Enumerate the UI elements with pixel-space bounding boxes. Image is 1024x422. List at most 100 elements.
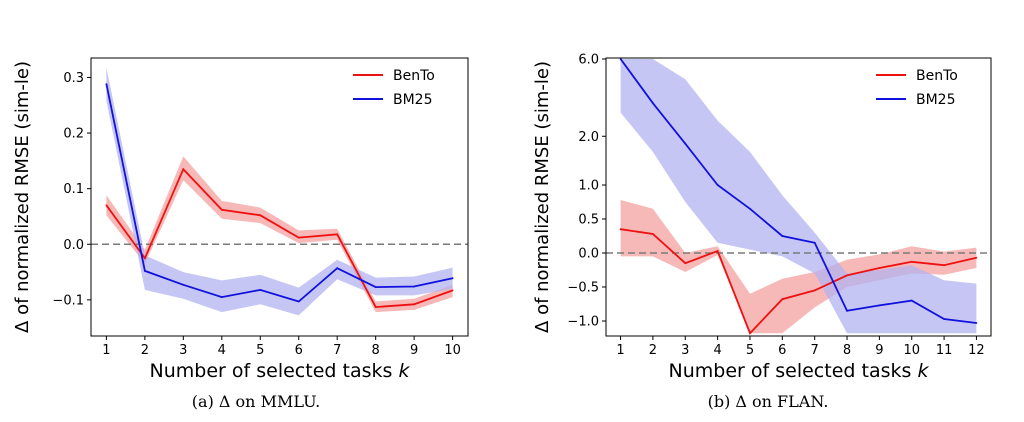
mmlu-point-bento [259, 214, 262, 217]
flan-point-bento [749, 332, 751, 335]
mmlu-band-bm25 [106, 67, 453, 316]
mmlu-x-axis-label: Number of selected tasks k [150, 360, 411, 382]
flan-y-tick-label: 1.0 [578, 179, 599, 194]
mmlu-point-bm25 [259, 289, 262, 291]
flan-point-bm25 [684, 142, 687, 145]
flan-x-tick-label: 7 [811, 343, 819, 358]
flan-x-tick-label: 12 [968, 343, 985, 358]
chart-panel-mmlu: 1 2 3 4 5 6 7 8 9 10 −0.1 0.0 0.1 0.2 0.3 Number of sel… [12, 57, 469, 382]
flan-point-bm25 [943, 318, 945, 320]
flan-y-axis-label: Δ of normalized RMSE (sim-le) [532, 61, 553, 333]
caption-mmlu: (a) Δ on MMLU. [191, 392, 321, 411]
flan-point-bento [975, 256, 978, 259]
mmlu-x-tick-label: 3 [179, 343, 187, 358]
mmlu-legend-label-bm25: BM25 [393, 92, 433, 108]
mmlu-point-bento [413, 303, 415, 306]
flan-x-tick-label: 1 [616, 343, 624, 358]
flan-point-bento [846, 274, 848, 277]
flan-point-bm25 [749, 207, 751, 210]
flan-point-bm25 [878, 304, 881, 307]
flan-x-tick-label: 5 [746, 343, 754, 358]
flan-x-tick-label: 11 [936, 343, 953, 358]
flan-y-tick-label: −1.0 [567, 315, 599, 330]
mmlu-axes-frame [90, 57, 469, 337]
flan-point-bm25 [975, 322, 978, 324]
flan-x-tick-label: 9 [875, 343, 883, 358]
flan-point-bento [910, 260, 913, 263]
mmlu-point-bento [182, 168, 185, 171]
flan-point-bento [652, 233, 654, 235]
mmlu-y-tick-label: 0.2 [63, 127, 84, 142]
flan-x-tick-label: 2 [649, 343, 657, 358]
flan-x-tick-label: 4 [713, 343, 721, 358]
mmlu-point-bm25 [220, 296, 223, 298]
mmlu-x-tick-label: 8 [372, 343, 380, 358]
mmlu-point-bento [297, 236, 300, 239]
mmlu-point-bm25 [297, 300, 300, 303]
flan-legend-label-bm25: BM25 [916, 92, 956, 108]
flan-band-bm25 [620, 59, 977, 334]
mmlu-y-axis-label: Δ of normalized RMSE (sim-le) [12, 61, 33, 333]
flan-line-bm25 [619, 58, 977, 324]
flan-y-tick-label: 6.0 [578, 53, 599, 68]
mmlu-line-bento [105, 167, 453, 309]
mmlu-point-bento [220, 208, 223, 211]
flan-point-bento [943, 264, 945, 267]
flan-point-bm25 [652, 102, 654, 105]
flan-point-bento [684, 262, 687, 265]
mmlu-y-tick-label: −0.1 [52, 293, 84, 308]
mmlu-x-tick-label: 4 [218, 343, 226, 358]
flan-y-tick-label: 2.0 [578, 130, 599, 145]
mmlu-x-tick-label: 5 [256, 343, 264, 358]
flan-point-bento [813, 289, 816, 292]
flan-x-tick-label: 6 [778, 343, 786, 358]
mmlu-point-bento [336, 233, 339, 236]
flan-point-bento [781, 298, 784, 301]
flan-x-tick-label: 3 [681, 343, 689, 358]
mmlu-point-bento [451, 289, 454, 292]
flan-axes-frame [605, 57, 992, 337]
flan-y-tick-label: −0.5 [567, 281, 599, 296]
flan-x-axis-label-text: Number of selected tasks [669, 360, 918, 382]
mmlu-point-bm25 [182, 283, 185, 286]
flan-point-bm25 [846, 309, 848, 312]
mmlu-point-bm25 [105, 83, 108, 85]
mmlu-point-bm25 [144, 270, 146, 272]
mmlu-x-tick-label: 1 [102, 343, 110, 358]
flan-point-bm25 [619, 58, 622, 60]
mmlu-point-bm25 [336, 267, 339, 270]
mmlu-x-tick-label: 2 [141, 343, 149, 358]
flan-y-tick-label: 0.5 [578, 213, 599, 228]
mmlu-x-axis-label-text: Number of selected tasks [150, 360, 399, 382]
mmlu-y-tick-label: 0.1 [63, 182, 84, 197]
flan-x-tick-label: 8 [843, 343, 851, 358]
flan-point-bm25 [781, 235, 784, 237]
flan-point-bento [878, 267, 881, 269]
flan-y-tick-label: 0.0 [578, 247, 599, 262]
chart-panel-flan: 1 2 3 4 5 6 7 8 9 10 11 12−1.0−0.50.00.51.02.06.0Nu… [532, 53, 992, 382]
mmlu-x-tick-label: 6 [295, 343, 303, 358]
caption-flan: (b) Δ on FLAN. [707, 392, 829, 411]
flan-x-tick-label: 10 [903, 343, 920, 358]
mmlu-legend-label-bento: BenTo [393, 68, 435, 84]
flan-x-axis-label: Number of selected tasks k [669, 360, 930, 382]
mmlu-point-bento [105, 204, 108, 207]
mmlu-point-bm25 [451, 277, 454, 280]
flan-point-bm25 [716, 184, 719, 186]
mmlu-x-tick-label: 7 [333, 343, 341, 358]
flan-point-bento [716, 250, 719, 252]
mmlu-x-axis-label-variable: k [398, 360, 410, 382]
mmlu-y-tick-label: 0.0 [63, 238, 84, 253]
mmlu-x-tick-label: 10 [444, 343, 461, 358]
mmlu-point-bm25 [413, 285, 415, 288]
flan-point-bm25 [910, 299, 913, 302]
mmlu-point-bm25 [374, 286, 377, 288]
mmlu-point-bento [144, 257, 146, 260]
mmlu-x-tick-label: 9 [410, 343, 418, 358]
flan-legend-label-bento: BenTo [916, 68, 958, 84]
flan-point-bm25 [813, 241, 816, 244]
mmlu-point-bento [374, 306, 377, 308]
mmlu-y-tick-label: 0.3 [63, 71, 84, 86]
flan-line-bento [620, 228, 977, 335]
mmlu-line-bm25 [105, 83, 453, 303]
